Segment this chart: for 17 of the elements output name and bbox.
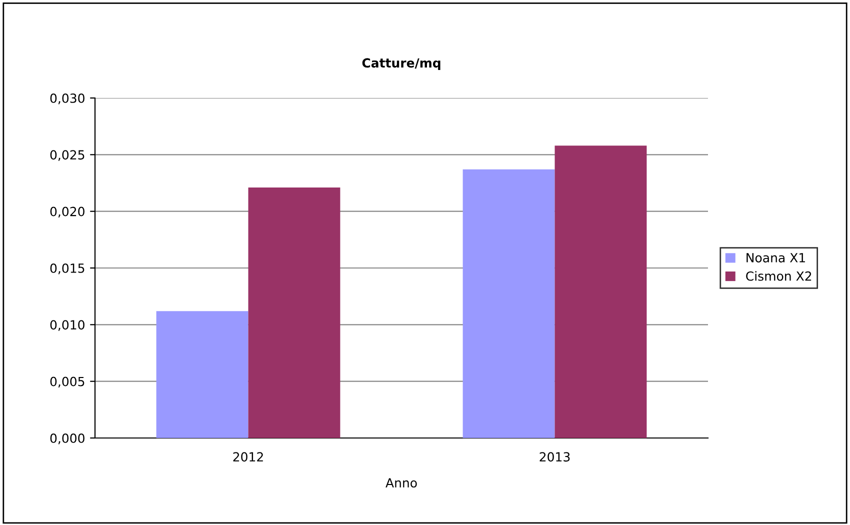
- y-tick-label: 0,015: [50, 263, 84, 274]
- y-tick-label: 0,005: [50, 376, 84, 388]
- y-tick-label: 0,030: [50, 93, 84, 104]
- y-tick-label: 0,010: [50, 320, 84, 331]
- x-axis-title: Anno: [386, 478, 417, 488]
- bar: [248, 188, 340, 438]
- x-tick-label: 2012: [233, 452, 263, 462]
- bar: [462, 169, 555, 438]
- chart-title: Catture/mq: [362, 58, 440, 70]
- y-tick-label: 0,025: [50, 150, 84, 161]
- x-tick-label: 2013: [540, 452, 570, 462]
- legend-label: Cismon X2: [746, 271, 812, 281]
- y-tick-label: 0,020: [50, 206, 84, 218]
- bar: [156, 311, 248, 438]
- y-tick-label: 0,000: [50, 433, 84, 444]
- bar: [554, 146, 647, 438]
- legend-label: Noana X1: [746, 253, 805, 262]
